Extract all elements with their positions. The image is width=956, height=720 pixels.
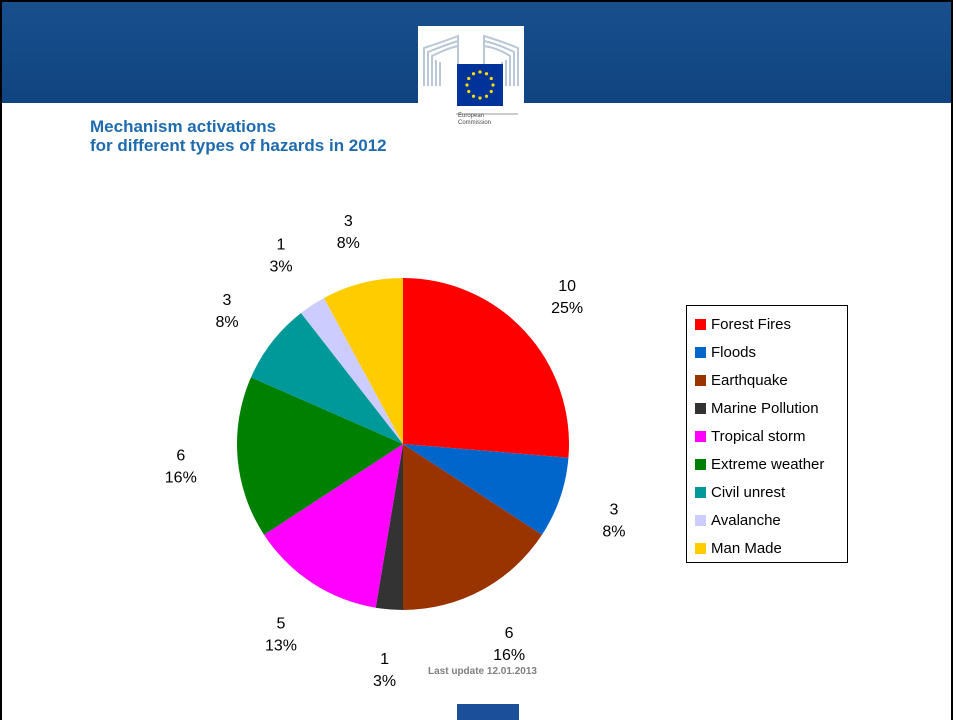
logo-text: European Commission: [458, 113, 518, 127]
legend-item: Marine Pollution: [687, 394, 847, 422]
legend-label: Civil unrest: [711, 483, 786, 501]
footer-block: [457, 704, 519, 720]
title-line2: for different types of hazards in 2012: [90, 136, 387, 155]
pie-slice-earthquake: [403, 444, 542, 610]
legend-label: Extreme weather: [711, 455, 825, 473]
last-update-text: Last update 12.01.2013: [428, 666, 537, 677]
legend-label: Floods: [711, 343, 757, 361]
data-label-value: 3: [609, 501, 618, 518]
data-label-value: 3: [344, 213, 353, 230]
pie-slice-marine-pollution: [375, 444, 403, 610]
data-label-percent: 8%: [337, 235, 360, 252]
building-icon: [423, 34, 519, 86]
legend-swatch: [695, 542, 706, 554]
legend-item: Extreme weather: [687, 450, 847, 478]
legend-item: Avalanche: [687, 506, 847, 534]
logo-text-line1: European: [458, 113, 485, 119]
eu-star-icon: [471, 94, 476, 98]
data-label-percent: 16%: [493, 647, 525, 664]
eu-stars-icon: [465, 70, 495, 100]
page-title: Mechanism activations for different type…: [90, 117, 387, 155]
data-label-percent: 3%: [269, 258, 292, 275]
title-line1: Mechanism activations: [90, 117, 277, 136]
eu-star-icon: [471, 72, 476, 76]
chart-legend: Forest Fires Floods Earthquake Marine Pollu…: [686, 305, 848, 563]
legend-swatch: [695, 458, 706, 470]
eu-star-icon: [491, 83, 495, 87]
eu-star-icon: [467, 76, 471, 81]
pie-slice-tropical-storm: [264, 444, 403, 608]
legend-label: Earthquake: [711, 371, 788, 389]
eu-star-icon: [484, 94, 489, 98]
data-label-percent: 8%: [215, 314, 238, 331]
data-label-percent: 13%: [265, 638, 297, 655]
legend-swatch: [695, 318, 706, 330]
data-label-value: 10: [558, 278, 576, 295]
data-label-percent: 3%: [373, 673, 396, 690]
pie-slice-man-made: [323, 278, 403, 444]
eu-star-icon: [478, 96, 482, 100]
data-label-percent: 25%: [551, 300, 583, 317]
pie-slice-forest-fires: [403, 278, 569, 458]
pie-slice-floods: [403, 444, 569, 535]
data-label-value: 6: [505, 625, 514, 642]
eu-star-icon: [489, 76, 493, 81]
pie-slice-civil-unrest: [250, 313, 403, 444]
data-label-value: 6: [176, 447, 185, 464]
pie-slice-avalanche: [301, 298, 403, 444]
legend-swatch: [695, 374, 706, 386]
legend-swatch: [695, 346, 706, 358]
eu-star-icon: [465, 83, 469, 87]
legend-label: Tropical storm: [711, 427, 806, 445]
legend-item: Forest Fires: [687, 310, 847, 338]
data-label-percent: 8%: [602, 523, 625, 540]
eu-star-icon: [489, 89, 493, 94]
data-label-percent: 16%: [165, 469, 197, 486]
eu-star-icon: [484, 72, 489, 76]
data-label-value: 5: [277, 616, 286, 633]
legend-swatch: [695, 486, 706, 498]
data-label-value: 1: [380, 651, 389, 668]
legend-label: Avalanche: [711, 511, 781, 529]
european-commission-logo: [423, 34, 519, 115]
legend-item: Civil unrest: [687, 478, 847, 506]
legend-label: Marine Pollution: [711, 399, 819, 417]
logo-text-line2: Commission: [458, 120, 492, 126]
legend-item: Tropical storm: [687, 422, 847, 450]
legend-label: Forest Fires: [711, 315, 792, 333]
legend-swatch: [695, 430, 706, 442]
legend-label: Man Made: [711, 539, 782, 557]
legend-swatch: [695, 402, 706, 414]
legend-swatch: [695, 514, 706, 526]
data-label-value: 1: [277, 236, 286, 253]
eu-star-icon: [478, 70, 482, 74]
pie-slice-extreme-weather: [237, 377, 403, 535]
eu-star-icon: [467, 89, 471, 94]
legend-item: Earthquake: [687, 366, 847, 394]
legend-item: Floods: [687, 338, 847, 366]
data-label-value: 3: [223, 292, 232, 309]
legend-item: Man Made: [687, 534, 847, 562]
